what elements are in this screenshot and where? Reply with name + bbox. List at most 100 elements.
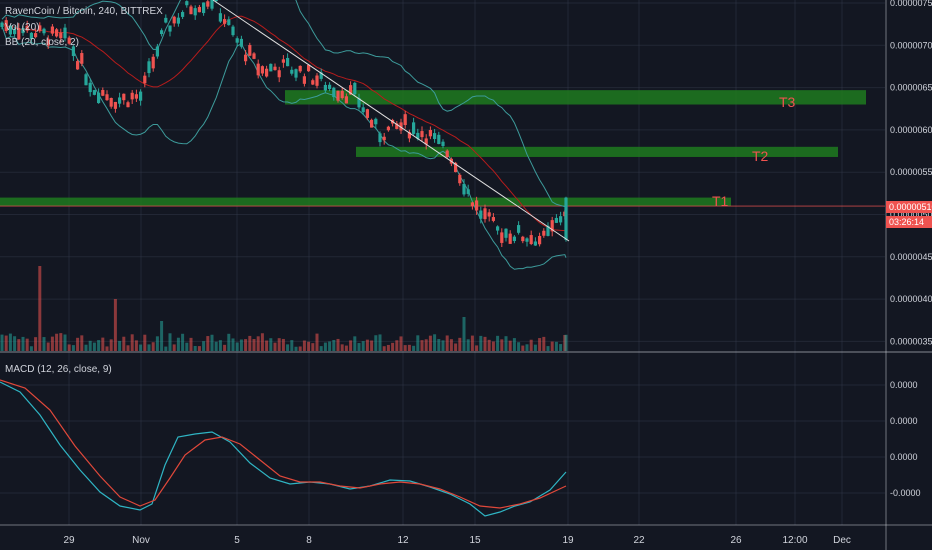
candle-body[interactable]: [470, 202, 474, 207]
candle-body[interactable]: [164, 17, 168, 23]
candle-body[interactable]: [239, 38, 243, 47]
candle-body[interactable]: [437, 134, 441, 145]
candle-body[interactable]: [80, 53, 84, 64]
candlesticks[interactable]: [0, 0, 568, 247]
candle-body[interactable]: [130, 92, 134, 100]
candle-body[interactable]: [172, 16, 176, 24]
candle-body[interactable]: [546, 225, 550, 236]
candle-body[interactable]: [181, 12, 185, 17]
candle-body[interactable]: [353, 82, 357, 95]
candle-body[interactable]: [67, 37, 71, 44]
candle-body[interactable]: [231, 26, 235, 36]
candle-body[interactable]: [466, 189, 470, 194]
bb-legend[interactable]: BB (20, close, 2): [5, 37, 79, 48]
candle-body[interactable]: [458, 174, 462, 184]
candle-body[interactable]: [462, 183, 466, 195]
candle-body[interactable]: [235, 38, 239, 43]
candle-body[interactable]: [277, 70, 281, 78]
candle-body[interactable]: [113, 101, 117, 109]
candle-body[interactable]: [370, 119, 374, 128]
candle-body[interactable]: [550, 220, 554, 232]
candle-body[interactable]: [445, 150, 449, 158]
candle-body[interactable]: [13, 29, 17, 35]
target-zone-t2[interactable]: [356, 146, 838, 157]
candle-body[interactable]: [151, 56, 155, 69]
candle-body[interactable]: [307, 64, 311, 72]
candle-body[interactable]: [214, 0, 218, 2]
candle-body[interactable]: [412, 122, 416, 134]
candle-body[interactable]: [248, 45, 252, 56]
candle-body[interactable]: [542, 230, 546, 236]
candle-body[interactable]: [407, 132, 411, 139]
candle-body[interactable]: [395, 123, 399, 129]
candle-body[interactable]: [105, 94, 109, 101]
candle-body[interactable]: [357, 98, 361, 108]
candle-body[interactable]: [38, 25, 42, 31]
candle-body[interactable]: [382, 136, 386, 141]
candle-body[interactable]: [71, 46, 75, 57]
candle-body[interactable]: [0, 22, 4, 27]
candle-body[interactable]: [374, 118, 378, 125]
candle-body[interactable]: [143, 75, 147, 84]
target-zone-t3[interactable]: [285, 90, 866, 105]
candle-body[interactable]: [496, 226, 500, 231]
candle-body[interactable]: [168, 25, 172, 32]
candle-body[interactable]: [63, 27, 67, 39]
volume-legend[interactable]: Vol (20): [5, 22, 40, 33]
candle-body[interactable]: [227, 19, 231, 26]
candle-body[interactable]: [500, 232, 504, 243]
candle-body[interactable]: [25, 25, 29, 31]
candle-body[interactable]: [265, 68, 269, 77]
candle-body[interactable]: [336, 90, 340, 101]
candle-body[interactable]: [84, 74, 88, 86]
target-zone-t1[interactable]: [0, 197, 731, 207]
candle-body[interactable]: [302, 76, 306, 84]
candle-body[interactable]: [189, 6, 193, 15]
candle-body[interactable]: [517, 225, 521, 233]
candle-body[interactable]: [403, 114, 407, 126]
candle-body[interactable]: [428, 130, 432, 137]
candle-body[interactable]: [17, 28, 21, 40]
candle-body[interactable]: [76, 61, 80, 70]
candle-body[interactable]: [525, 238, 529, 242]
trendline-line[interactable]: [212, 0, 570, 242]
candle-body[interactable]: [21, 28, 25, 34]
target-zones[interactable]: T1 T2 T3: [0, 90, 885, 209]
candle-body[interactable]: [349, 85, 353, 95]
candle-body[interactable]: [109, 97, 113, 107]
candle-body[interactable]: [416, 132, 420, 139]
candle-body[interactable]: [504, 228, 508, 238]
candle-body[interactable]: [101, 89, 105, 96]
candle-body[interactable]: [281, 59, 285, 63]
candle-body[interactable]: [210, 0, 214, 9]
candle-body[interactable]: [294, 69, 298, 78]
trendline[interactable]: [212, 0, 570, 242]
candle-body[interactable]: [332, 87, 336, 98]
candle-body[interactable]: [193, 8, 197, 16]
candle-body[interactable]: [197, 6, 201, 13]
candle-body[interactable]: [319, 72, 323, 79]
candle-body[interactable]: [286, 57, 290, 67]
candle-body[interactable]: [441, 141, 445, 147]
candle-body[interactable]: [29, 32, 33, 40]
candle-body[interactable]: [323, 84, 327, 91]
candle-body[interactable]: [533, 241, 537, 246]
candle-body[interactable]: [260, 66, 264, 74]
candle-body[interactable]: [378, 133, 382, 143]
candle-body[interactable]: [328, 84, 332, 90]
candle-body[interactable]: [223, 19, 227, 24]
candle-body[interactable]: [176, 17, 180, 24]
candle-body[interactable]: [134, 94, 138, 99]
candle-body[interactable]: [491, 217, 495, 221]
candle-body[interactable]: [59, 32, 63, 39]
candle-body[interactable]: [46, 38, 50, 46]
candle-body[interactable]: [298, 65, 302, 72]
candle-body[interactable]: [256, 63, 260, 76]
candle-body[interactable]: [424, 138, 428, 145]
candle-body[interactable]: [344, 96, 348, 104]
candle-body[interactable]: [155, 46, 159, 57]
candle-body[interactable]: [218, 13, 222, 22]
candle-body[interactable]: [529, 235, 533, 244]
